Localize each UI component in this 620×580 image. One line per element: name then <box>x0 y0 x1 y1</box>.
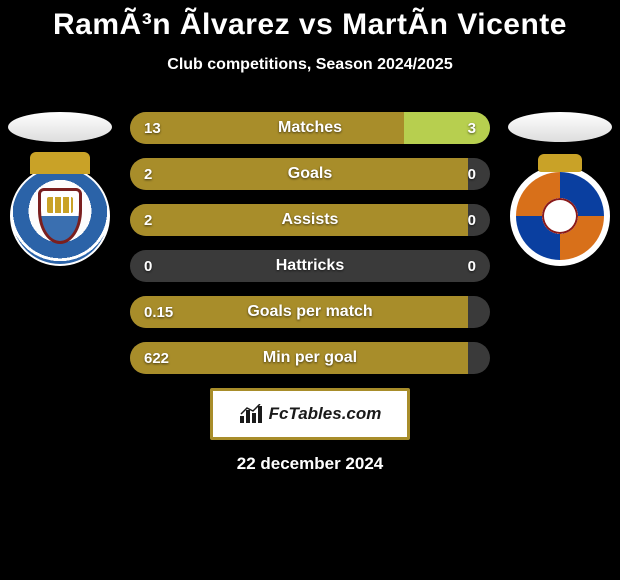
stat-row: 20Goals <box>130 158 490 190</box>
comparison-panel: 133Matches20Goals20Assists00Hattricks0.1… <box>0 112 620 474</box>
stat-row: 0 0Hattricks <box>130 250 490 282</box>
chart-icon <box>239 404 263 424</box>
page-title: RamÃ³n Ãlvarez vs MartÃ­n Vicente <box>0 0 620 42</box>
stat-right-segment <box>404 112 490 144</box>
brand-box: FcTables.com <box>210 388 410 440</box>
comparison-date: 22 december 2024 <box>0 454 620 474</box>
stat-left-value: 0 <box>144 250 152 282</box>
right-player-avatar <box>508 112 612 142</box>
stat-left-segment <box>130 204 468 236</box>
subtitle: Club competitions, Season 2024/2025 <box>0 56 620 74</box>
stat-left-segment <box>130 158 468 190</box>
stats-bar-chart: 133Matches20Goals20Assists00Hattricks0.1… <box>130 112 490 374</box>
stat-right-value: 0 <box>468 158 476 190</box>
stat-left-segment <box>130 342 468 374</box>
stat-left-segment <box>130 296 468 328</box>
stat-left-segment <box>130 112 404 144</box>
stat-right-value: 0 <box>468 204 476 236</box>
stat-row: 622Min per goal <box>130 342 490 374</box>
stat-row: 20Assists <box>130 204 490 236</box>
brand-name: FcTables.com <box>269 404 382 424</box>
left-club-badge <box>10 166 110 266</box>
stat-row: 0.15Goals per match <box>130 296 490 328</box>
left-player-avatar <box>8 112 112 142</box>
right-club-badge-inner <box>516 172 604 260</box>
left-player-column <box>0 112 120 266</box>
right-club-badge <box>510 166 610 266</box>
stat-label: Hattricks <box>130 250 490 282</box>
stat-right-value: 0 <box>468 250 476 282</box>
stat-row: 133Matches <box>130 112 490 144</box>
left-club-badge-shield <box>38 188 82 244</box>
right-player-column <box>500 112 620 266</box>
